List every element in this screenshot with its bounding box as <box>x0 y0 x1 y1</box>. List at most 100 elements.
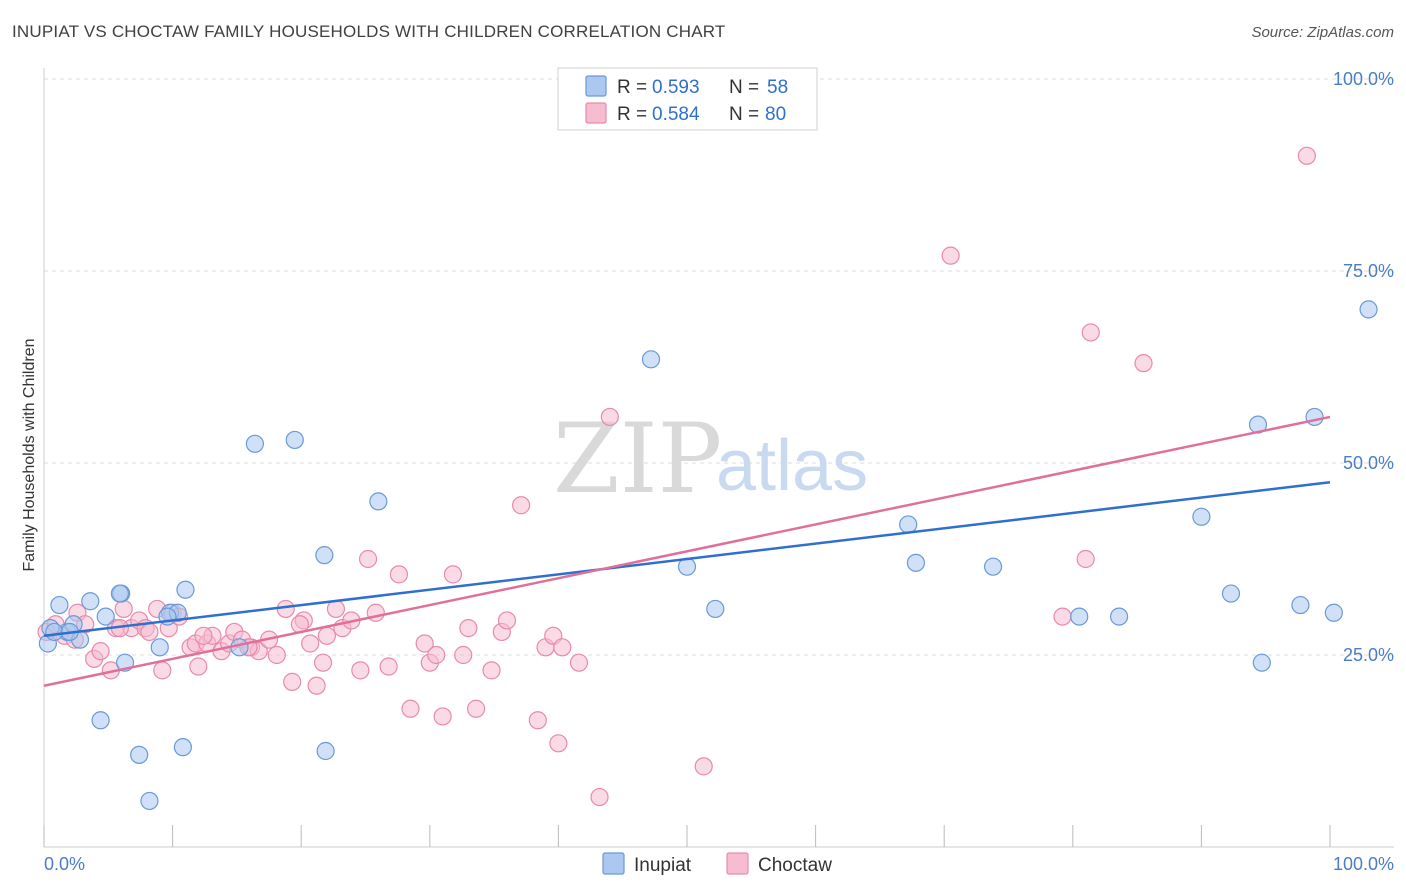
inupiat-point-19 <box>245 434 265 453</box>
inupiat-point-20 <box>285 430 304 450</box>
chart-title: INUPIAT VS CHOCTAW FAMILY HOUSEHOLDS WIT… <box>12 22 726 41</box>
choctaw-point-77 <box>194 626 213 645</box>
choctaw-point-46 <box>379 657 398 676</box>
inupiat-point-11 <box>130 745 149 764</box>
watermark-atlas: atlas <box>716 426 868 506</box>
grid-lines <box>44 78 1394 656</box>
x-tick-label-max: 100.0% <box>1333 854 1394 874</box>
choctaw-point-48 <box>401 699 420 718</box>
inupiat-point-27 <box>899 515 918 534</box>
choctaw-point-70 <box>941 246 960 265</box>
source-label: Source: ZipAtlas.com <box>1251 24 1394 41</box>
choctaw-point-16 <box>153 661 172 680</box>
choctaw-point-43 <box>351 661 370 680</box>
watermark-zip: ZIP <box>553 403 722 515</box>
choctaw-trend-line <box>43 415 1331 687</box>
inupiat-point-31 <box>1109 607 1129 626</box>
choctaw-point-14 <box>140 622 159 642</box>
choctaw-point-65 <box>553 638 572 657</box>
choctaw-point-66 <box>569 653 589 672</box>
choctaw-point-54 <box>454 645 473 665</box>
choctaw-point-57 <box>482 661 501 680</box>
inupiat-point-24 <box>641 350 661 369</box>
legend-r-choctaw: 0.584 <box>652 104 700 125</box>
choctaw-point-73 <box>1081 323 1100 342</box>
inupiat-point-29 <box>983 557 1003 576</box>
x-tick-label-min: 0.0% <box>44 854 85 874</box>
choctaw-point-10 <box>114 599 133 619</box>
inupiat-point-2 <box>50 595 69 615</box>
choctaw-point-34 <box>283 672 302 691</box>
choctaw-point-55 <box>459 619 478 638</box>
choctaw-point-32 <box>267 645 286 665</box>
choctaw-point-37 <box>307 676 326 695</box>
inupiat-point-55 <box>45 622 64 642</box>
y-tick-label-0: 25.0% <box>1343 645 1394 665</box>
inupiat-point-38 <box>1324 603 1343 622</box>
choctaw-point-68 <box>600 407 619 427</box>
legend-n-inupiat: 58 <box>767 77 788 98</box>
axes <box>43 68 1394 848</box>
choctaw-point-67 <box>590 787 609 807</box>
legend-n-label-inupiat: N = <box>729 77 759 98</box>
y-axis-title: Family Households with Children <box>21 339 38 572</box>
legend-r-label-choctaw: R = <box>617 104 647 125</box>
inupiat-point-6 <box>81 592 100 611</box>
inupiat-point-7 <box>91 711 110 730</box>
choctaw-point-39 <box>317 626 337 645</box>
legend-n-choctaw: 80 <box>765 104 786 125</box>
choctaw-point-69 <box>694 757 713 776</box>
inupiat-point-33 <box>1221 584 1241 603</box>
choctaw-point-53 <box>443 565 463 584</box>
choctaw-point-71 <box>1053 607 1072 626</box>
inupiat-point-37 <box>1305 407 1324 427</box>
inupiat-trend-line <box>43 480 1331 638</box>
correlation-legend: R = 0.593 N = 58 R = 0.584 N = 80 <box>557 67 818 131</box>
trend-lines <box>43 415 1331 687</box>
y-tick-label-1: 50.0% <box>1343 453 1394 473</box>
bottom-legend-label-choctaw: Choctaw <box>758 855 832 876</box>
inupiat-point-26 <box>706 599 725 619</box>
choctaw-point-38 <box>313 653 333 672</box>
inupiat-point-54 <box>110 584 129 603</box>
inupiat-point-16 <box>173 738 192 757</box>
inupiat-point-39 <box>1359 300 1378 319</box>
legend-r-label-inupiat: R = <box>617 77 647 98</box>
choctaw-point-47 <box>389 565 409 584</box>
inupiat-point-8 <box>96 607 115 626</box>
inupiat-point-30 <box>1070 607 1089 626</box>
legend-swatch-choctaw <box>585 102 607 124</box>
choctaw-point-36 <box>301 634 320 653</box>
choctaw-point-22 <box>189 657 208 676</box>
choctaw-point-33 <box>276 599 295 619</box>
choctaw-point-7 <box>91 642 110 661</box>
inupiat-points <box>38 300 1378 811</box>
inupiat-point-23 <box>369 492 388 511</box>
choctaw-point-49 <box>415 634 434 653</box>
choctaw-point-51 <box>427 645 446 665</box>
bottom-legend-swatch-choctaw <box>726 852 749 875</box>
choctaw-point-40 <box>326 599 346 619</box>
choctaw-point-56 <box>466 699 486 718</box>
inupiat-point-28 <box>906 553 926 572</box>
inupiat-point-35 <box>1252 653 1271 672</box>
bottom-legend-label-inupiat: Inupiat <box>634 855 692 876</box>
choctaw-point-59 <box>497 611 517 630</box>
choctaw-point-74 <box>1134 354 1153 373</box>
legend-n-label-choctaw: N = <box>729 104 759 125</box>
y-tick-labels: 25.0% 50.0% 75.0% 100.0% <box>1333 69 1394 665</box>
inupiat-point-21 <box>315 546 334 565</box>
inupiat-point-13 <box>150 638 169 657</box>
inupiat-point-32 <box>1192 507 1211 526</box>
inupiat-point-12 <box>140 791 159 811</box>
legend-swatch-inupiat <box>585 75 607 97</box>
bottom-legend-swatch-inupiat <box>602 852 625 875</box>
inupiat-point-17 <box>176 580 195 599</box>
choctaw-point-52 <box>433 707 452 726</box>
inupiat-point-22 <box>316 741 335 761</box>
y-tick-label-3: 100.0% <box>1333 69 1394 89</box>
choctaw-point-44 <box>358 549 378 569</box>
inupiat-point-36 <box>1291 595 1310 615</box>
legend-r-inupiat: 0.593 <box>652 77 700 98</box>
